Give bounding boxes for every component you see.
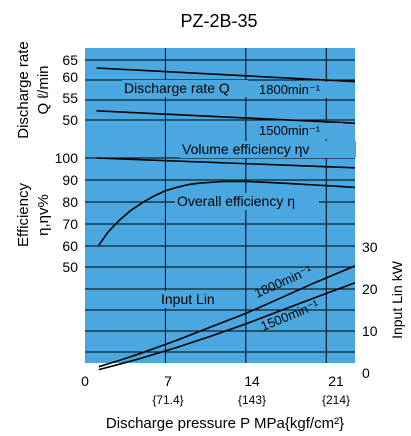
tick-label-efficiency: 90 (62, 172, 78, 188)
curve-label: 1800min⁻¹ (257, 82, 343, 98)
tick-label-pressure: 21 (328, 373, 344, 389)
series-line-2 (96, 157, 356, 169)
tick-label-kgf: {71.4} (152, 393, 183, 407)
curve-label: Input Lin (159, 291, 233, 308)
tick-label-discharge: 60 (62, 69, 78, 85)
tick-label-efficiency: 100 (55, 150, 79, 166)
axis-labels: Discharge rate Q ℓ/min Efficiency η,ηv% Inpu… (15, 41, 405, 432)
curve-label: Volume efficiency ηv (180, 141, 356, 158)
series-line-3 (98, 180, 356, 246)
tick-label-power: 20 (362, 281, 378, 297)
series-line-0 (96, 67, 356, 83)
y-label-discharge: Discharge rate Q ℓ/min (15, 41, 52, 139)
svg-text:Discharge rate Q: Discharge rate Q (124, 80, 230, 96)
tick-label-efficiency: 60 (62, 238, 78, 254)
tick-label-efficiency: 80 (62, 194, 78, 210)
svg-text:η,ηv%: η,ηv% (35, 194, 52, 236)
series-line-1 (96, 110, 356, 124)
y-label-power: Input Lin kW (389, 260, 405, 339)
tick-label-power: 0 (362, 365, 370, 381)
tick-label-pressure: 14 (244, 373, 260, 389)
svg-text:Overall efficiency η: Overall efficiency η (177, 193, 295, 209)
curve-label: Discharge rate Q (122, 80, 248, 97)
svg-text:Input Lin: Input Lin (161, 291, 215, 307)
chart-title: PZ-2B-35 (180, 11, 257, 31)
curve-labels: Discharge rate Q 1800min⁻¹ 1500min⁻¹ Volume… (122, 80, 356, 334)
series-line-5 (98, 281, 356, 371)
curve-label: Overall efficiency η (175, 193, 319, 210)
y-label-efficiency: Efficiency η,ηv% (15, 183, 52, 247)
curves (96, 67, 356, 371)
svg-text:1800min⁻¹: 1800min⁻¹ (259, 82, 321, 97)
svg-text:Efficiency: Efficiency (15, 183, 32, 247)
grid (85, 48, 355, 363)
tick-label-pressure: 7 (164, 373, 172, 389)
svg-text:Q ℓ/min: Q ℓ/min (35, 65, 52, 114)
series-line-4 (98, 265, 356, 368)
tick-label-discharge: 55 (62, 90, 78, 106)
tick-label-efficiency: 50 (62, 259, 78, 275)
svg-text:Discharge rate: Discharge rate (15, 41, 32, 139)
tick-label-kgf: {214} (322, 393, 350, 407)
x-label: Discharge pressure P MPa{kgf/cm²} (106, 415, 344, 432)
tick-label-pressure: 0 (81, 373, 89, 389)
svg-text:Input Lin kW: Input Lin kW (389, 260, 405, 339)
tick-label-power: 30 (362, 239, 378, 255)
tick-label-efficiency: 70 (62, 216, 78, 232)
svg-text:Volume efficiency ηv: Volume efficiency ηv (182, 141, 309, 157)
tick-label-kgf: {143} (238, 393, 266, 407)
tick-label-power: 10 (362, 323, 378, 339)
curve-label: 1500min⁻¹ (257, 123, 343, 139)
svg-text:1500min⁻¹: 1500min⁻¹ (259, 123, 321, 138)
tick-label-discharge: 65 (62, 52, 78, 68)
tick-label-discharge: 50 (62, 112, 78, 128)
